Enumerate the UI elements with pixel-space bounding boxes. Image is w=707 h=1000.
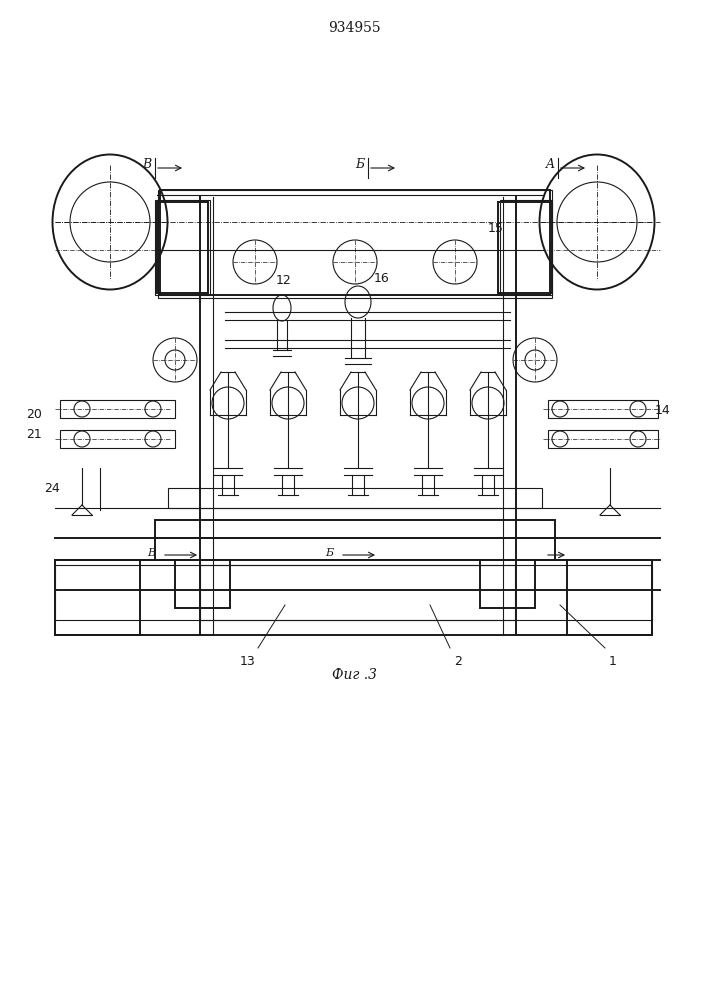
Bar [60, 400, 175, 418]
Bar [480, 560, 535, 608]
Text: 934955: 934955 [327, 21, 380, 35]
Text: 24: 24 [45, 482, 60, 494]
Bar [55, 565, 652, 620]
Bar [155, 200, 210, 295]
Bar [155, 520, 555, 538]
Text: 14: 14 [655, 403, 671, 416]
Text: Б: Б [325, 548, 333, 558]
Bar [160, 190, 550, 295]
Text: 20: 20 [26, 408, 42, 422]
Bar [55, 560, 140, 635]
Bar [548, 430, 658, 448]
Text: 2: 2 [454, 655, 462, 668]
Bar [155, 538, 555, 560]
Text: 21: 21 [26, 428, 42, 442]
Text: 12: 12 [276, 273, 292, 286]
Bar [157, 202, 208, 293]
Bar [498, 202, 552, 293]
Text: 15: 15 [488, 222, 504, 234]
Text: 13: 13 [239, 655, 255, 668]
Text: 1: 1 [609, 655, 617, 668]
Bar [548, 400, 658, 418]
Text: В: В [142, 158, 151, 172]
Bar [60, 430, 175, 448]
Bar [175, 560, 230, 608]
Bar [168, 488, 542, 508]
Text: Фиг .3: Фиг .3 [332, 668, 378, 682]
Bar [500, 200, 552, 295]
Text: A: A [546, 158, 554, 172]
Text: В: В [147, 548, 155, 558]
Text: 16: 16 [374, 271, 390, 284]
Bar [567, 560, 652, 635]
Bar [200, 565, 515, 620]
Bar [55, 560, 652, 635]
Text: Б: Б [356, 158, 365, 172]
Bar [158, 190, 552, 298]
